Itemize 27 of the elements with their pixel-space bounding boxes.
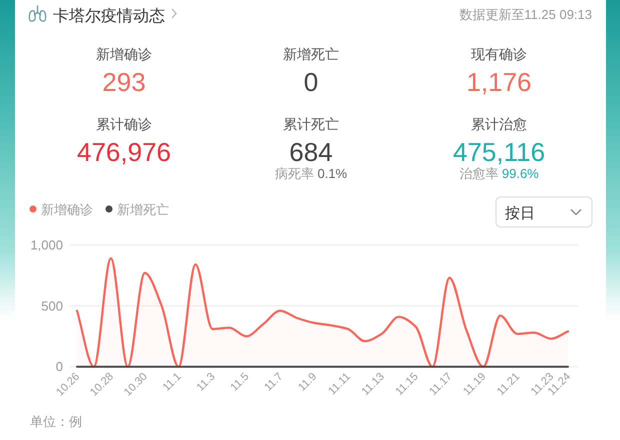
x-tick-label: 11.5 bbox=[228, 370, 252, 394]
legend-label: 新增死亡 bbox=[117, 202, 169, 217]
text: 治愈率 99.6% bbox=[459, 166, 539, 181]
category-label: 累计确诊 bbox=[96, 116, 152, 132]
text: 单位：例 bbox=[30, 414, 82, 429]
y-tick-label: 1,000 bbox=[30, 238, 63, 252]
x-tick-label: 11.1 bbox=[160, 370, 184, 394]
category-label: 累计治愈 bbox=[471, 116, 527, 132]
text: 病死率 0.1% bbox=[274, 166, 348, 181]
category-label: 累计死亡 bbox=[283, 116, 339, 132]
y-tick-label: 500 bbox=[41, 298, 63, 314]
text: 按日 bbox=[505, 205, 535, 222]
category-label: 新增死亡 bbox=[283, 46, 339, 62]
text: 476,976 bbox=[77, 137, 171, 167]
text: 数据更新至11.25 09:13 bbox=[459, 7, 592, 22]
text: 卡塔尔疫情动态 bbox=[53, 7, 165, 25]
category-label: 新增确诊 bbox=[96, 46, 152, 62]
text: 0 bbox=[304, 67, 318, 97]
x-tick-label: 11.3 bbox=[194, 370, 218, 394]
category-label: 现有确诊 bbox=[471, 46, 527, 62]
text: 475,116 bbox=[452, 137, 546, 167]
x-tick-label: 11.9 bbox=[296, 370, 320, 394]
legend-label: 新增确诊 bbox=[41, 202, 93, 217]
text: 684 bbox=[289, 137, 333, 167]
text: 293 bbox=[102, 67, 146, 97]
text: 1,176 bbox=[466, 67, 532, 97]
y-tick-label: 0 bbox=[56, 359, 63, 374]
